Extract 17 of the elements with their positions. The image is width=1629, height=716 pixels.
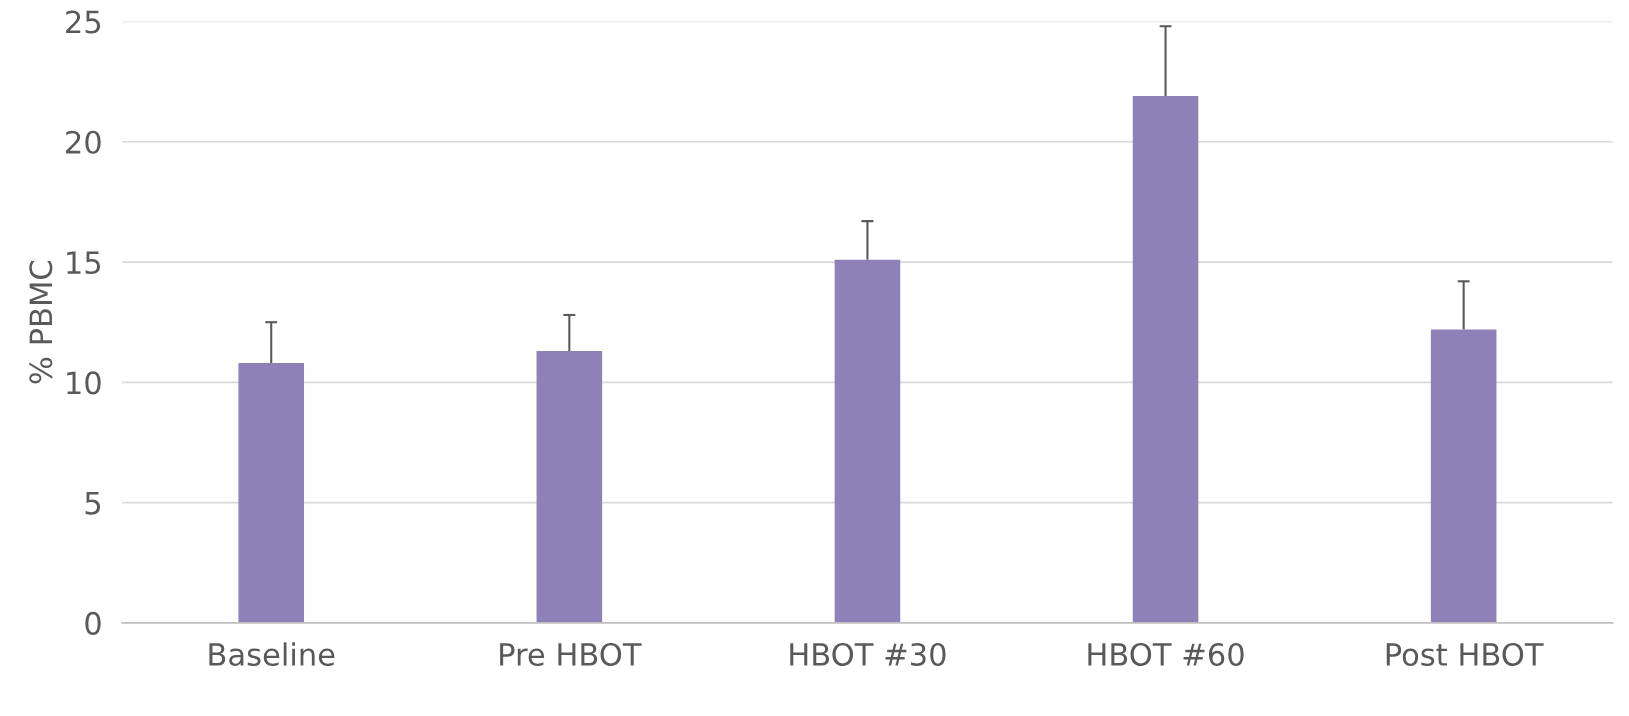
y-axis-title: % PBMC bbox=[29, 260, 53, 384]
x-tick-label: HBOT #60 bbox=[1088, 642, 1244, 667]
y-tick-label: 0 bbox=[85, 611, 101, 635]
x-tick-label: Baseline bbox=[209, 642, 335, 667]
bar bbox=[1132, 96, 1199, 623]
bar bbox=[238, 363, 305, 623]
y-tick-label: 20 bbox=[66, 130, 101, 154]
y-tick-label: 5 bbox=[85, 491, 101, 515]
y-tick-label: 15 bbox=[67, 251, 101, 275]
y-tick-label: 10 bbox=[67, 371, 101, 395]
bar bbox=[1430, 329, 1497, 623]
bar bbox=[834, 259, 901, 623]
bar bbox=[536, 351, 603, 623]
y-tick-label: 25 bbox=[66, 10, 101, 34]
x-tick-label: Pre HBOT bbox=[500, 642, 642, 667]
x-tick-label: HBOT #30 bbox=[790, 642, 946, 667]
x-tick-label: Post HBOT bbox=[1386, 642, 1544, 667]
